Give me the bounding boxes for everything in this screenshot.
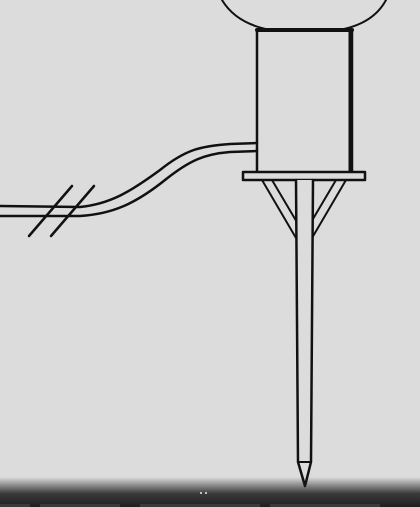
page-dot[interactable] [200, 492, 202, 494]
ground-stake-fins [261, 179, 347, 239]
globe-lamp-head [221, 0, 387, 33]
power-cable [0, 141, 259, 218]
ground-stake [294, 178, 315, 488]
cable-break-mark [27, 184, 96, 238]
page-dot[interactable] [205, 492, 207, 494]
collar-plate [241, 170, 367, 182]
lamp-housing [255, 28, 354, 176]
viewer-bottom-bar [0, 477, 420, 507]
page-indicator[interactable] [200, 492, 207, 494]
